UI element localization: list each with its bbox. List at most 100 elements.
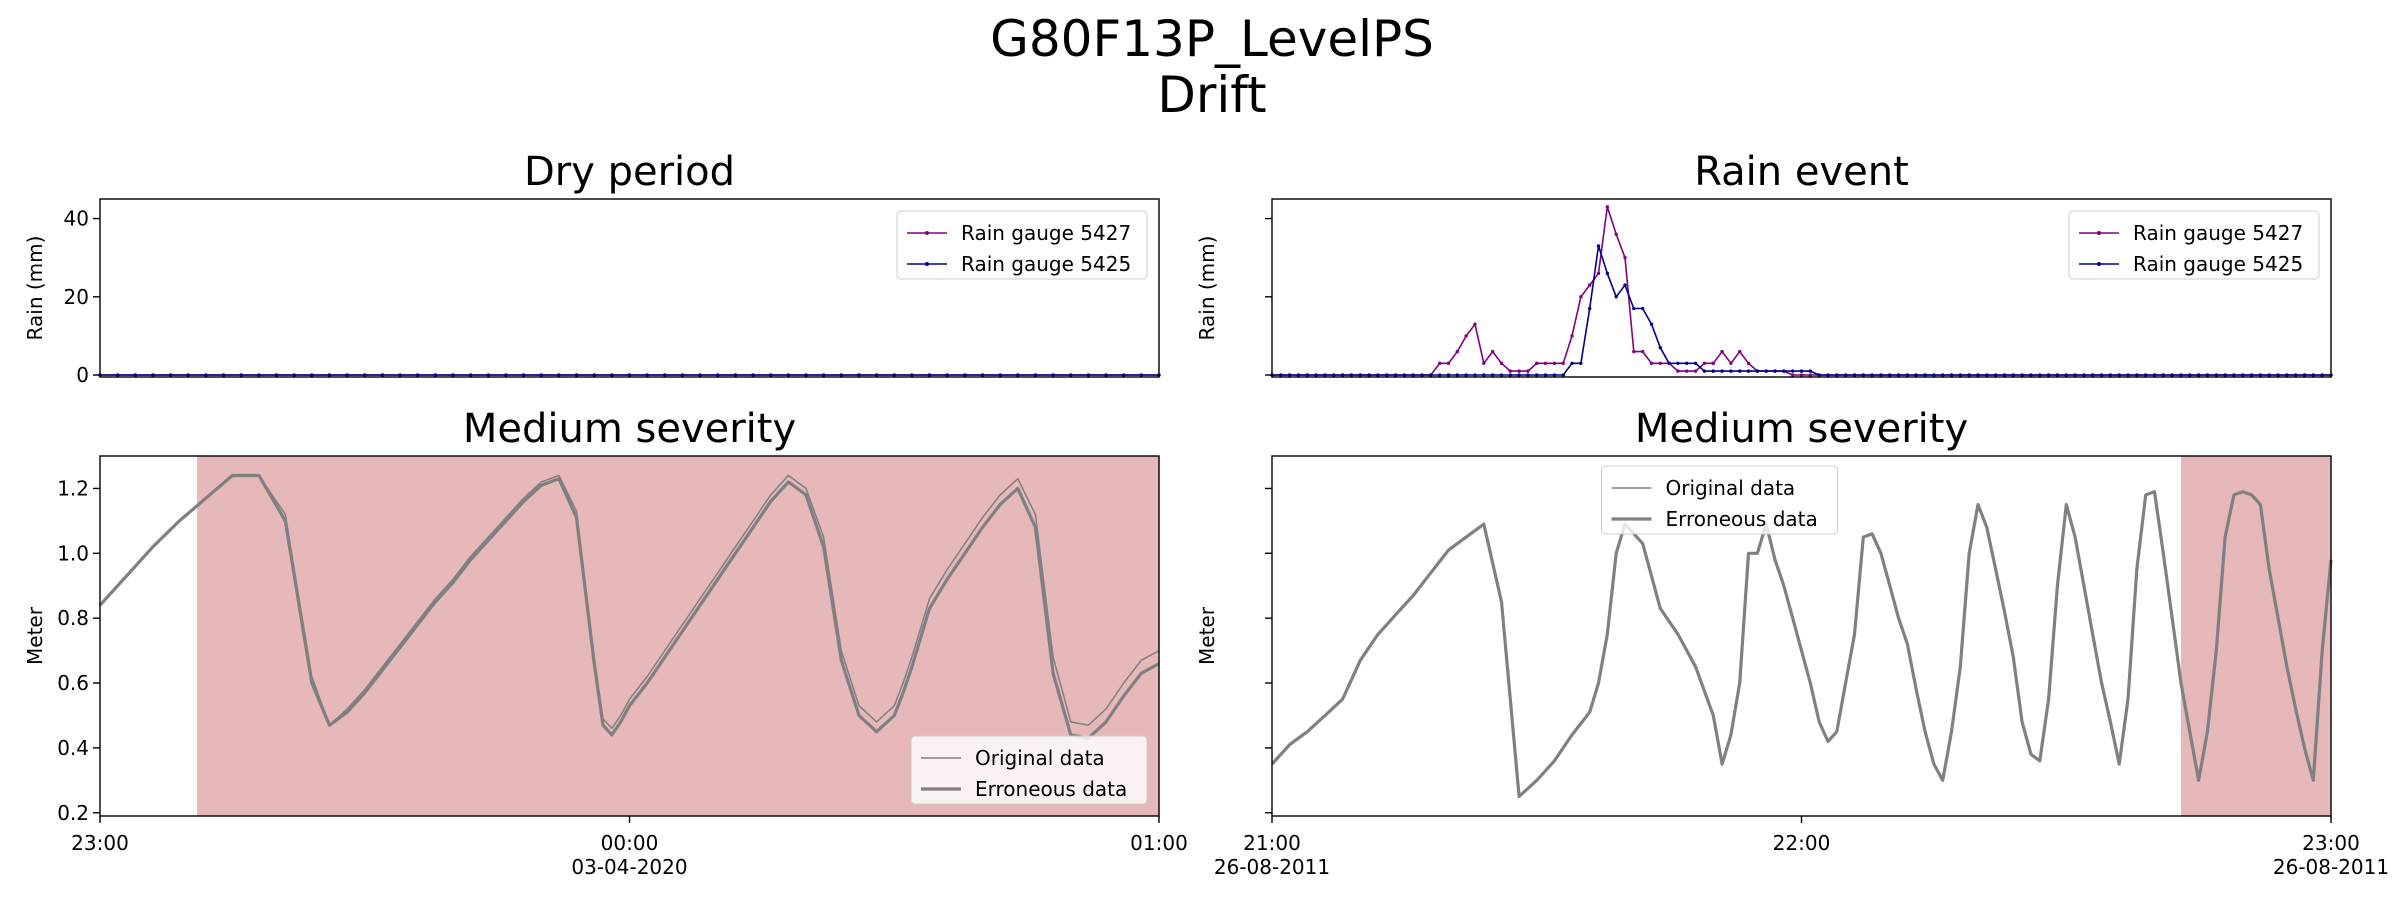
- legend-box: [910, 735, 1148, 805]
- data-point: [1649, 322, 1654, 326]
- data-point: [892, 373, 896, 377]
- data-point: [2117, 373, 2121, 377]
- data-point: [2091, 373, 2095, 377]
- legend-entry: Original data: [1666, 476, 1796, 500]
- data-point: [1985, 373, 1989, 377]
- data-point: [2179, 373, 2183, 377]
- data-point: [1535, 361, 1539, 366]
- x-tick-label: 00:00: [601, 831, 659, 855]
- data-point: [1729, 369, 1733, 373]
- figure-title-line1: G80F13P_LevelPS: [990, 10, 1434, 68]
- data-point: [1843, 373, 1848, 377]
- legend-entry: Erroneous data: [975, 777, 1127, 801]
- data-point: [1738, 349, 1742, 354]
- data-point: [1693, 369, 1698, 373]
- data-point: [2294, 373, 2298, 377]
- data-point: [910, 373, 914, 377]
- data-point: [1614, 232, 1618, 236]
- data-point: [627, 373, 632, 377]
- data-point: [168, 373, 173, 377]
- data-point: [839, 373, 843, 377]
- x-tick-label: 23:00: [71, 831, 129, 855]
- data-point: [804, 373, 808, 377]
- data-point: [1367, 373, 1371, 377]
- data-point: [1579, 361, 1583, 366]
- data-point: [1332, 373, 1336, 377]
- y-tick-label: 1.2: [57, 476, 89, 500]
- plot-frame: [1271, 198, 2332, 378]
- data-point: [1720, 369, 1724, 373]
- data-point: [1861, 373, 1865, 377]
- data-point: [1976, 373, 1980, 377]
- panel-dry-level: Medium severity Meter 0.2 0.4 0.6 0.8 1.0 1.2 23…: [23, 406, 1188, 879]
- data-point: [1517, 373, 1521, 377]
- data-point: [1711, 361, 1715, 366]
- data-point: [186, 373, 190, 377]
- legend-box: [2068, 210, 2320, 280]
- data-point: [998, 373, 1002, 377]
- panel-title: Medium severity: [1635, 406, 1968, 452]
- data-point: [2099, 373, 2104, 377]
- data-point: [1676, 361, 1680, 366]
- data-point: [2188, 373, 2192, 377]
- data-point: [1702, 361, 1707, 366]
- y-axis-label: Meter: [1195, 606, 1219, 665]
- y-tick-label: 40: [64, 207, 89, 231]
- y-tick-label: 0.6: [57, 671, 89, 695]
- data-point: [1879, 373, 1883, 377]
- data-point: [1499, 373, 1504, 377]
- data-point: [2311, 373, 2316, 377]
- data-point: [786, 373, 791, 377]
- y-tick-label: 0.2: [57, 801, 89, 825]
- figure-title-line2: Drift: [1157, 66, 1266, 124]
- data-point: [1729, 361, 1733, 366]
- data-point: [2143, 373, 2148, 377]
- data-point: [1605, 271, 1610, 276]
- data-point: [1755, 369, 1760, 373]
- y-axis-label: Meter: [23, 606, 47, 665]
- x-tick-sublabel: 26-08-2011: [1214, 855, 1330, 879]
- data-point: [645, 373, 649, 377]
- data-point: [327, 373, 332, 377]
- data-point: [1658, 345, 1663, 350]
- data-point: [1482, 361, 1486, 366]
- data-point: [1437, 373, 1442, 377]
- data-point: [751, 373, 755, 377]
- data-point: [1993, 373, 1998, 377]
- data-point: [1561, 373, 1565, 377]
- data-point: [1623, 255, 1627, 260]
- data-point: [2029, 373, 2033, 377]
- data-point: [115, 373, 120, 377]
- data-point: [2046, 373, 2051, 377]
- legend-box: [896, 210, 1148, 280]
- data-point: [292, 373, 296, 377]
- data-point: [1490, 373, 1495, 377]
- data-point: [1340, 373, 1345, 377]
- y-axis-label: Rain (mm): [23, 236, 47, 341]
- data-point: [1473, 322, 1477, 326]
- data-point: [1552, 373, 1557, 377]
- data-point: [2011, 373, 2016, 377]
- data-point: [1437, 361, 1442, 366]
- data-point: [1429, 373, 1433, 377]
- data-point: [1702, 369, 1707, 373]
- legend-marker: [2097, 231, 2101, 235]
- data-point: [1588, 283, 1592, 287]
- data-point: [1086, 373, 1091, 377]
- series-line: [1271, 490, 2332, 798]
- data-point: [451, 373, 455, 377]
- data-point: [1016, 373, 1020, 377]
- data-point: [433, 373, 438, 377]
- data-point: [133, 373, 137, 377]
- data-point: [1139, 373, 1144, 377]
- data-point: [2152, 373, 2157, 377]
- plot-frame: [99, 455, 1160, 817]
- data-point: [1526, 369, 1530, 373]
- data-point: [1667, 361, 1671, 366]
- data-point: [1296, 373, 1301, 377]
- data-point: [310, 373, 314, 377]
- series-line: [98, 473, 1160, 740]
- data-point: [874, 373, 879, 377]
- data-point: [2320, 373, 2324, 377]
- data-point: [1420, 373, 1424, 377]
